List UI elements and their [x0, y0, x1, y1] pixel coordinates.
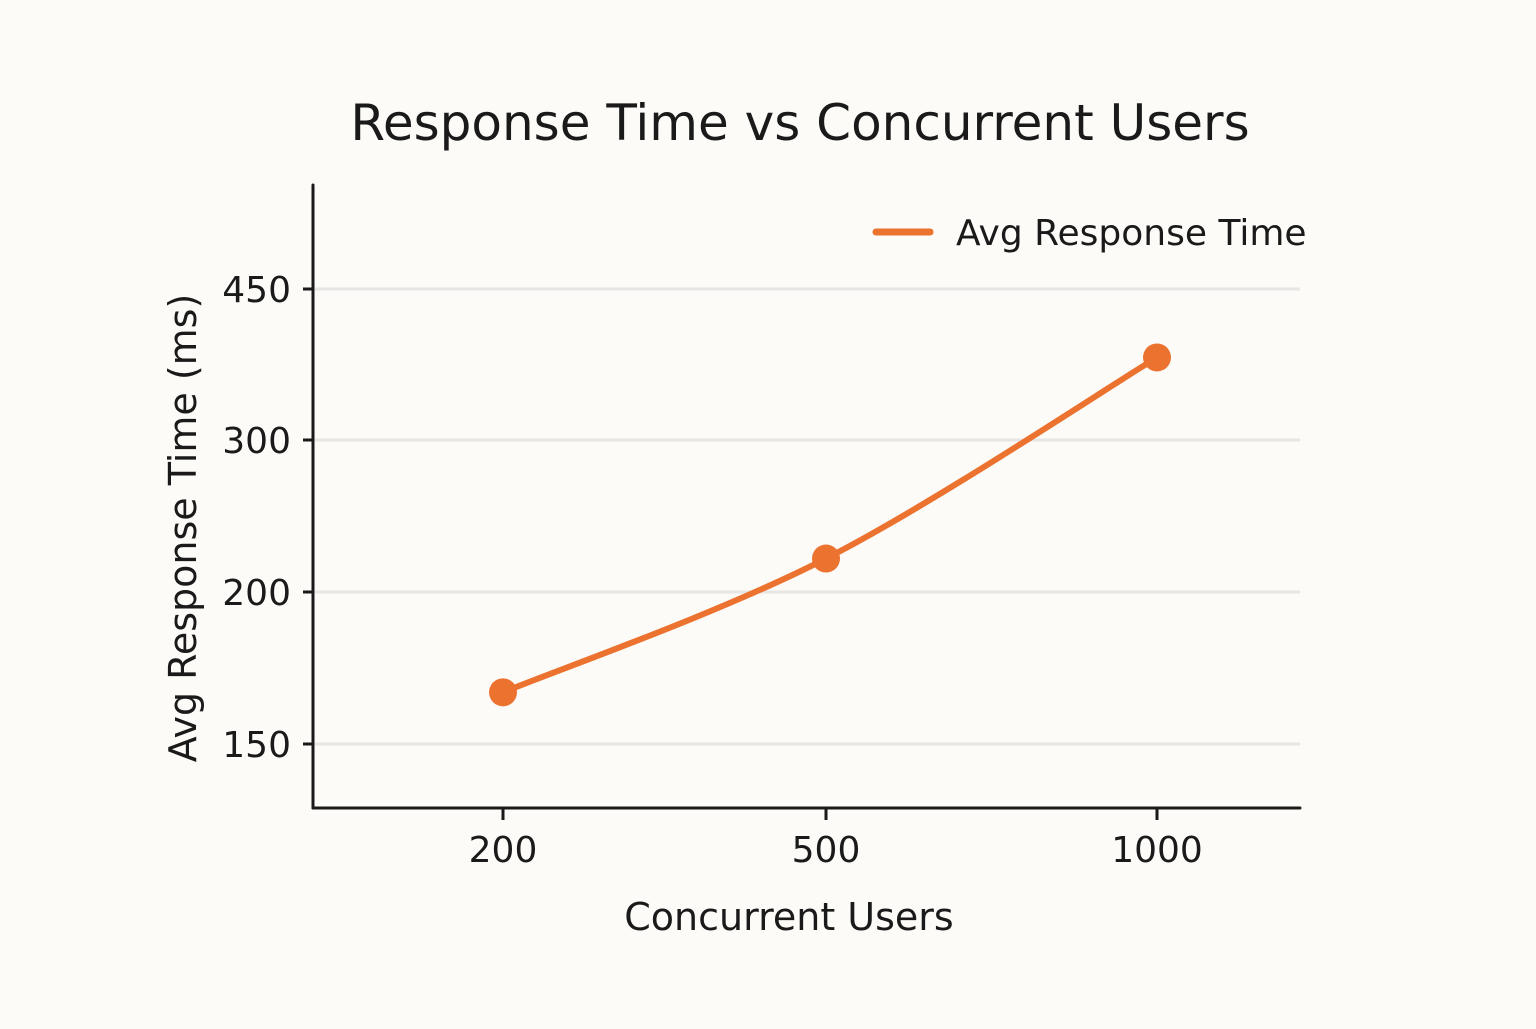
- axes-layer: [303, 183, 1302, 820]
- grid-layer: [315, 287, 1300, 746]
- data-point-200: [489, 678, 517, 707]
- y-axis-title: Avg Response Time (ms): [161, 294, 205, 763]
- legend-label: Avg Response Time: [956, 213, 1307, 254]
- x-tick-labels: 200 500 1000: [469, 830, 1203, 871]
- legend: Avg Response Time: [872, 213, 1307, 254]
- y-tick-label-200: 200: [222, 573, 291, 614]
- x-tick-label-1000: 1000: [1111, 830, 1203, 871]
- x-tick-label-500: 500: [792, 830, 861, 871]
- data-point-500: [812, 544, 840, 573]
- series-layer: [489, 343, 1171, 707]
- y-tick-label-300: 300: [222, 421, 291, 462]
- series-line-0: [500, 354, 1160, 696]
- x-axis-title: Concurrent Users: [624, 895, 953, 939]
- data-point-1000: [1143, 343, 1171, 372]
- x-tick-label-200: 200: [469, 830, 538, 871]
- y-tick-label-150: 150: [222, 725, 291, 766]
- y-tick-label-450: 450: [222, 270, 291, 311]
- y-tick-labels: 150 200 300 450: [222, 270, 291, 766]
- chart-title: Response Time vs Concurrent Users: [350, 94, 1249, 152]
